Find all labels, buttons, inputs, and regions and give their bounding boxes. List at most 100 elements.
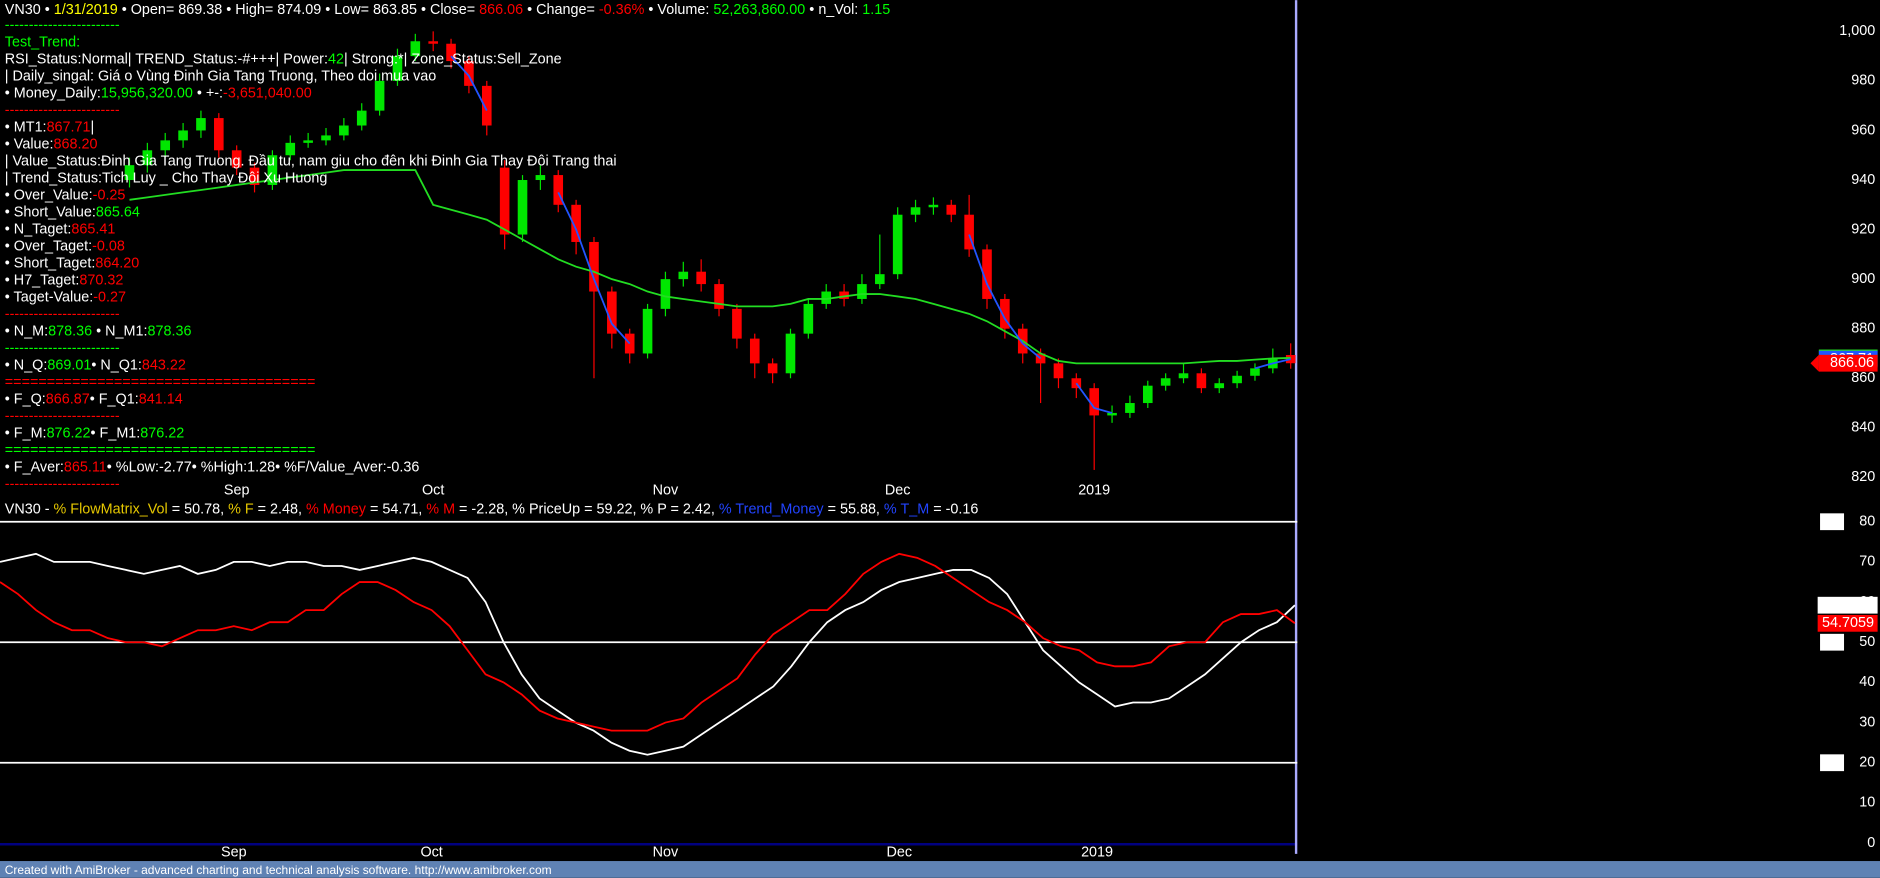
y-tick-label: 20 (1859, 755, 1875, 771)
candle-body (1178, 373, 1189, 379)
value-box (1817, 596, 1878, 614)
text-segment: | Value_Status:Đinh Gia Tang Truong. Đầu… (5, 153, 617, 169)
candle-body (642, 308, 653, 354)
text-segment: 869.01 (47, 357, 91, 373)
x-tick-label: Sep (224, 482, 250, 498)
text-segment: = 54.71, (366, 502, 426, 518)
y-tick-label: 840 (1851, 420, 1875, 436)
candle-body (124, 165, 135, 181)
text-segment: 1/31/2019 (54, 2, 118, 18)
candle-body (785, 333, 796, 374)
text-segment: • Open= 869.38 • High= 874.09 • Low= 863… (118, 2, 479, 18)
text-segment: -0.27 (93, 289, 126, 305)
text-segment: % M (426, 502, 455, 518)
candle-body (267, 155, 278, 185)
value-box-arrow (1810, 354, 1819, 372)
candle-body (1053, 363, 1064, 379)
text-segment: • F_Q1: (90, 391, 139, 407)
candle-body (339, 125, 349, 136)
y-tick-label: 920 (1851, 221, 1875, 237)
candle-body (285, 142, 296, 156)
text-segment: -0.25 (93, 187, 126, 203)
candle-body (1000, 298, 1010, 329)
text-segment: Test_Trend: (5, 34, 80, 50)
text-segment: % Trend_Money (719, 502, 824, 518)
pane-header: VN30 - % FlowMatrix_Vol = 50.78, % F = 2… (5, 502, 979, 518)
candle-body (607, 291, 617, 334)
candle-body (303, 140, 313, 143)
value-box-label: 59.2157 (1822, 597, 1874, 613)
text-segment: • H7_Taget: (5, 272, 80, 288)
text-segment: | Daily_singal: Giá o Vùng Đinh Gia Tang… (5, 68, 437, 84)
indicator-text: • Over_Taget:-0.08 (5, 238, 125, 254)
y-tick-label: 860 (1851, 370, 1875, 386)
y-tick-label: 820 (1851, 469, 1875, 485)
candle-body (839, 291, 849, 299)
text-segment: • %Low:-2.77• %High:1.28• %F/Value_Aver:… (107, 460, 420, 476)
level-box (1820, 754, 1845, 772)
indicator-text: | Daily_singal: Giá o Vùng Đinh Gia Tang… (5, 68, 437, 84)
text-segment: • Short_Taget: (5, 255, 96, 271)
candle-body (428, 41, 438, 44)
candle-body (678, 271, 689, 280)
text-segment: % T_M (884, 502, 929, 518)
candle-body (178, 130, 188, 141)
x-tick-label: 2019 (1081, 844, 1113, 860)
candle-body (196, 118, 206, 131)
candle-body (160, 140, 171, 151)
y-tick-label: 880 (1851, 320, 1875, 336)
indicator-text: • Short_Value:865.64 (5, 204, 140, 220)
indicator-text: • Short_Taget:864.20 (5, 255, 140, 271)
candle-body (481, 85, 492, 126)
series-line (129, 169, 1291, 365)
text-segment: • N_Q: (5, 357, 48, 373)
candle-body (982, 249, 992, 299)
text-segment: • Taget-Value: (5, 289, 93, 305)
indicator-text: | Trend_Status:Tich Luy _ Cho Thay Đôi X… (5, 170, 328, 186)
text-segment: • n_Vol: (805, 2, 862, 18)
candle-body (857, 284, 867, 299)
text-segment: 42 (328, 51, 344, 67)
indicator-text: • N_Taget:865.41 (5, 221, 116, 237)
indicator-text: ===================================== (5, 442, 316, 458)
candle-body (535, 175, 546, 181)
text-segment: ===================================== (5, 374, 316, 390)
text-segment: 841.14 (139, 391, 183, 407)
candle-body (875, 274, 885, 285)
text-segment: 866.87 (46, 391, 90, 407)
text-segment: 15,956,320.00 (101, 85, 193, 101)
candle-body (392, 56, 403, 81)
candle-body (499, 167, 510, 235)
indicator-text: ------------------------ (5, 340, 120, 356)
level-box (1820, 633, 1845, 651)
text-segment: • Volume: (644, 2, 713, 18)
text-segment: % F (228, 502, 254, 518)
text-segment: • +-: (193, 85, 223, 101)
y-tick-label: 30 (1859, 714, 1875, 730)
text-segment: • F_Q: (5, 391, 46, 407)
candle-body (589, 241, 599, 292)
candle-body (696, 271, 706, 285)
candle-body (1232, 375, 1242, 384)
candle-body (464, 61, 474, 86)
text-segment: | Strong:*| Zone_Status:Sell_Zone (344, 51, 562, 67)
candle-body (714, 284, 724, 309)
candle-body (571, 204, 581, 242)
text-segment: • N_Q1: (91, 357, 142, 373)
value-box-label: 54.7059 (1822, 615, 1874, 631)
text-segment: • N_M1: (92, 323, 147, 339)
level-box (1820, 513, 1845, 531)
text-segment: ------------------------ (5, 306, 120, 322)
candle-body (803, 303, 814, 334)
text-segment: • N_M: (5, 323, 48, 339)
candle-body (660, 279, 671, 309)
candle-body (910, 207, 921, 215)
y-tick-label: 40 (1859, 674, 1875, 690)
indicator-text: • F_M:876.22• F_M1:876.22 (5, 425, 184, 441)
text-segment: 876.22 (140, 425, 184, 441)
text-segment: • Over_Value: (5, 187, 93, 203)
text-segment: ------------------------ (5, 408, 120, 424)
text-segment: 876.22 (47, 425, 91, 441)
text-segment: • Short_Value: (5, 204, 96, 220)
